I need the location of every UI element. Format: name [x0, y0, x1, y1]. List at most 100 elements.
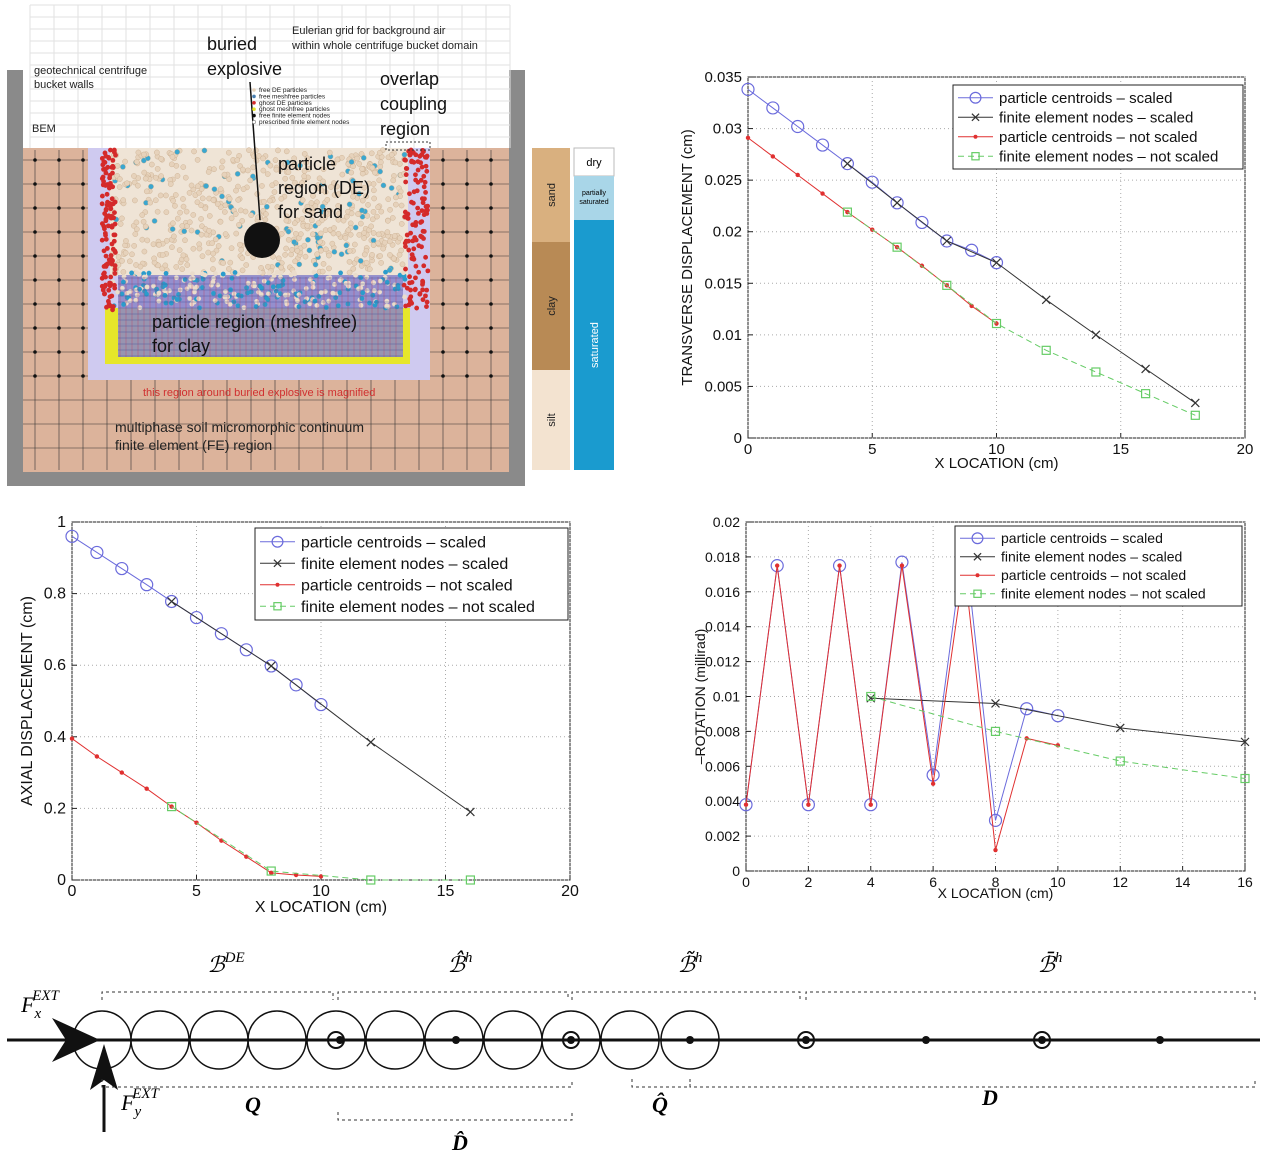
de-particle [120, 197, 127, 203]
de-particle [159, 252, 166, 258]
de-particle [131, 173, 137, 179]
bracket [805, 991, 1256, 1000]
set-label: Q̂ [652, 1092, 668, 1117]
de-particle [191, 148, 197, 155]
de-particle [127, 258, 133, 265]
math-label: ℬ̃h [678, 950, 703, 977]
marker [119, 770, 125, 775]
math-sup: h [695, 950, 703, 966]
marker [973, 552, 982, 561]
marker [991, 699, 1000, 708]
ghost-particle [408, 147, 414, 153]
marker [741, 82, 755, 96]
fe-node [81, 182, 85, 186]
de-particle [250, 173, 256, 180]
de-particle [198, 202, 204, 209]
de-particle [137, 286, 142, 292]
ghost-particle [408, 287, 413, 293]
de-particle [141, 271, 147, 276]
de-particle [384, 298, 390, 304]
de-particle [278, 195, 285, 202]
x-tick-label: 5 [868, 441, 876, 458]
de-particle [154, 166, 161, 172]
de-particle [121, 279, 126, 285]
de-particle [335, 230, 342, 237]
fe-node [441, 326, 445, 330]
de-particle [225, 149, 232, 156]
de-particle [402, 294, 407, 300]
de-particle [278, 161, 285, 167]
de-particle [326, 252, 332, 259]
de-particle [212, 236, 219, 243]
de-particle [278, 264, 284, 271]
de-particle [240, 186, 247, 192]
x-tick-label: 6 [929, 874, 937, 890]
x-tick-label: 15 [1112, 441, 1129, 458]
legend-label: prescribed finite element nodes [259, 119, 350, 126]
ghost-particle [108, 274, 114, 280]
de-particle [378, 208, 385, 215]
de-particle [169, 154, 176, 160]
y-tick-label: 0.8 [44, 586, 66, 603]
math-sup: EXT [31, 988, 60, 1004]
de-particle [168, 161, 175, 168]
de-particle [236, 222, 242, 228]
ghost-particle [419, 234, 425, 240]
de-particle [121, 302, 127, 307]
de-particle [182, 237, 188, 244]
de-particle [174, 275, 179, 281]
de-particle [343, 280, 349, 286]
label: geotechnical centrifuge [34, 65, 147, 77]
ghost-particle [424, 287, 430, 293]
fe-node [33, 302, 37, 306]
marker [930, 781, 936, 786]
de-particle [322, 189, 329, 195]
series-line [847, 163, 1196, 404]
de-particle [239, 218, 246, 224]
de-particle [194, 229, 201, 235]
fe-node [33, 230, 37, 234]
de-particle [387, 206, 393, 213]
de-particle [352, 241, 358, 248]
marker [269, 870, 274, 876]
de-particle [245, 280, 251, 286]
de-particle [267, 162, 274, 169]
de-particle [266, 197, 273, 204]
de-particle [163, 271, 169, 276]
legend-label: finite element nodes – not scaled [301, 599, 535, 616]
de-particle [194, 157, 201, 163]
ghost-particle [110, 170, 115, 176]
de-particle [226, 196, 233, 202]
de-particle [335, 303, 341, 309]
de-particle [378, 260, 384, 266]
fe-node [465, 374, 469, 378]
de-particle [192, 289, 197, 295]
de-particle [177, 209, 183, 216]
marker [942, 280, 952, 290]
de-particle [397, 235, 403, 242]
de-particle [260, 155, 266, 162]
ghost-particle [425, 203, 431, 209]
de-particle [158, 173, 164, 179]
de-particle [190, 212, 197, 218]
de-particle [163, 192, 169, 199]
de-particle [233, 187, 239, 194]
fe-node [489, 254, 493, 258]
y-tick-label: 0.03 [713, 121, 742, 138]
pointer [249, 81, 261, 221]
label: region [380, 119, 430, 139]
de-particle [401, 151, 408, 158]
de-particle [274, 204, 281, 210]
de-particle [399, 261, 406, 268]
x-axis-label: X LOCATION (cm) [938, 885, 1054, 901]
de-particle [319, 268, 326, 275]
de-particle [266, 291, 271, 297]
marker [971, 152, 980, 161]
de-particle [134, 292, 140, 298]
de-particle [124, 180, 130, 187]
ghost-particle [109, 223, 115, 229]
de-particle [188, 227, 195, 234]
legend-label: particle centroids – scaled [999, 90, 1172, 107]
ghost-particle [416, 211, 421, 216]
ghost-particle [107, 175, 112, 181]
